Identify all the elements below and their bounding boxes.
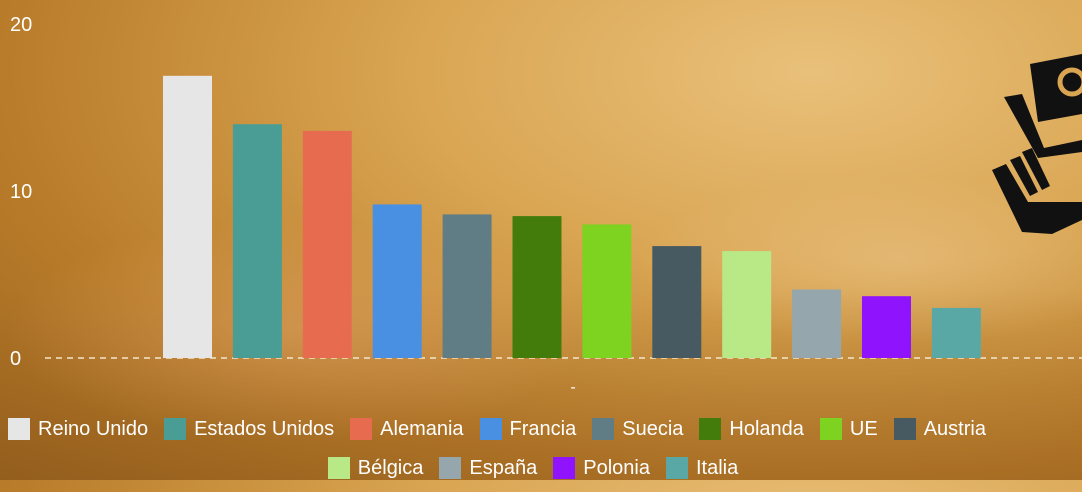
money-hand-icon: [992, 54, 1082, 234]
legend-swatch: [8, 418, 30, 440]
y-tick-label: 10: [10, 181, 32, 203]
y-axis-ticks: 0 10 20: [10, 14, 32, 370]
bar-holanda[interactable]: [512, 216, 562, 358]
legend-row: Bélgica España Polonia Italia: [0, 453, 1082, 483]
bar-alemania[interactable]: [302, 130, 352, 358]
legend-label: Italia: [695, 456, 739, 479]
bar-reino-unido[interactable]: [163, 75, 212, 359]
legend-item[interactable]: Alemania: [350, 417, 464, 441]
legend-item[interactable]: Reino Unido: [8, 418, 148, 441]
bar-polonia[interactable]: [862, 296, 911, 358]
legend-swatch: [164, 418, 187, 440]
legend-label: Francia: [509, 417, 577, 440]
legend-label: UE: [849, 417, 878, 440]
bar-francia[interactable]: [372, 204, 422, 358]
x-axis-label: -: [570, 379, 575, 396]
legend-swatch: [553, 457, 576, 479]
legend-label: Reino Unido: [38, 417, 149, 440]
legend-item[interactable]: Estados Unidos: [164, 418, 334, 441]
legend-swatch: [479, 418, 502, 440]
legend-item[interactable]: Italia: [665, 456, 739, 480]
legend-swatch: [699, 418, 722, 440]
bar-españa[interactable]: [792, 289, 842, 359]
bar-chart: 0 10 20 -: [10, 14, 1082, 396]
bar-italia[interactable]: [931, 307, 981, 358]
y-tick-label: 0: [10, 348, 21, 370]
legend-swatch: [592, 418, 615, 440]
legend-label: Bélgica: [357, 456, 424, 479]
bars-group: [163, 75, 981, 359]
legend-label: Alemania: [380, 417, 464, 440]
legend-swatch: [350, 418, 373, 440]
legend-label: España: [469, 456, 538, 479]
legend-item[interactable]: Bélgica: [327, 456, 424, 480]
y-tick-label: 20: [10, 14, 32, 36]
legend: Reino Unido Estados Unidos Alemania Francia…: [0, 414, 1082, 492]
legend-swatch: [439, 457, 462, 479]
bar-estados-unidos[interactable]: [232, 124, 282, 358]
legend-row: Reino Unido Estados Unidos Alemania Francia…: [0, 414, 1082, 444]
legend-item[interactable]: Holanda: [699, 418, 804, 441]
legend-item[interactable]: Suecia: [592, 418, 683, 441]
legend-item[interactable]: España: [439, 457, 537, 480]
legend-item[interactable]: UE: [819, 417, 878, 441]
legend-label: Suecia: [622, 417, 684, 440]
bar-suecia[interactable]: [442, 214, 492, 358]
legend-label: Austria: [923, 417, 986, 440]
bar-bélgica[interactable]: [722, 251, 772, 358]
bar-austria[interactable]: [652, 246, 702, 358]
legend-label: Holanda: [729, 417, 804, 440]
legend-item[interactable]: Austria: [893, 417, 986, 441]
legend-swatch: [819, 418, 842, 440]
legend-label: Polonia: [583, 456, 650, 479]
legend-label: Estados Unidos: [194, 417, 335, 440]
bar-ue[interactable]: [582, 224, 632, 358]
legend-swatch: [893, 418, 916, 440]
legend-swatch: [665, 457, 688, 479]
legend-item[interactable]: Polonia: [553, 457, 650, 480]
legend-item[interactable]: Francia: [479, 417, 577, 441]
legend-swatch: [327, 457, 350, 479]
